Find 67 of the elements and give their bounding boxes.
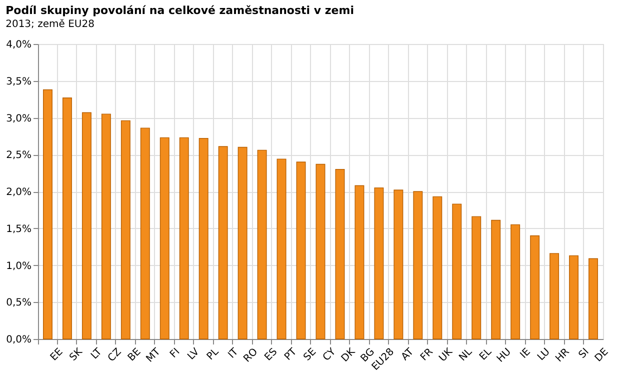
- bar: [491, 220, 501, 340]
- bar: [238, 146, 248, 340]
- bar: [62, 97, 72, 340]
- bar: [198, 138, 208, 340]
- bar: [354, 185, 364, 340]
- x-tick-label: EL: [478, 346, 494, 363]
- y-tick-label: 0,5%: [6, 298, 32, 309]
- bar: [335, 169, 345, 340]
- x-tick-label: LU: [536, 346, 552, 364]
- x-tick-label: EE: [48, 346, 66, 364]
- x-tick-label: MT: [144, 346, 164, 365]
- bar: [472, 216, 482, 340]
- x-tick-label: NL: [457, 346, 475, 364]
- x-tick-label: DE: [593, 346, 611, 364]
- bar: [432, 196, 442, 340]
- chart-subtitle: 2013; země EU28: [6, 19, 94, 30]
- x-tick-label: HR: [554, 346, 572, 365]
- x-tick-label: BE: [126, 346, 144, 364]
- bar: [43, 89, 52, 340]
- x-tick-label: PT: [282, 346, 300, 363]
- x-tick-label: SI: [576, 346, 592, 361]
- chart-title: Podíl skupiny povolání na celkové zaměstnanosti v zemi: [6, 4, 354, 17]
- bar: [101, 114, 111, 340]
- bar: [510, 224, 520, 340]
- x-tick-label: UK: [437, 346, 456, 364]
- bar: [316, 164, 326, 340]
- y-tick-label: 3,5%: [6, 76, 32, 88]
- bar: [218, 146, 228, 340]
- bar: [588, 258, 598, 340]
- bar: [82, 112, 92, 340]
- bar: [179, 137, 189, 340]
- x-tick-label: IT: [226, 346, 242, 361]
- x-tick-label: FI: [168, 346, 182, 360]
- x-tick-label: RO: [242, 346, 260, 365]
- x-tick-label: IE: [518, 346, 533, 361]
- y-tick-label: 0,0%: [6, 334, 32, 346]
- x-tick-label: CZ: [106, 346, 124, 364]
- bar: [569, 255, 579, 340]
- x-tick-label: DK: [340, 346, 358, 364]
- y-tick-label: 4,0%: [6, 40, 32, 50]
- y-tick-label: 1,0%: [6, 260, 32, 272]
- bar: [530, 235, 540, 340]
- x-tick-label: PL: [205, 346, 222, 362]
- y-tick-label: 3,0%: [6, 113, 32, 124]
- bar: [413, 191, 423, 340]
- x-tick-label: LT: [89, 346, 105, 362]
- x-tick-label: CY: [321, 346, 339, 364]
- x-tick-label: ES: [262, 346, 280, 364]
- x-tick-label: FR: [418, 346, 436, 364]
- bar: [452, 204, 462, 340]
- x-tick-label: SE: [302, 346, 319, 364]
- bar: [296, 162, 306, 340]
- bar: [550, 253, 560, 340]
- bar: [394, 190, 404, 340]
- x-tick-label: HU: [495, 346, 514, 365]
- bar: [257, 150, 267, 340]
- y-tick-label: 2,0%: [6, 187, 32, 198]
- bar: [276, 158, 286, 340]
- x-tick-label: AT: [400, 346, 417, 363]
- bar: [160, 137, 170, 340]
- bar: [140, 128, 150, 340]
- x-tick-label: LV: [186, 346, 202, 362]
- y-tick-label: 2,5%: [6, 150, 32, 162]
- x-tick-label: SK: [68, 346, 86, 364]
- bar: [374, 187, 384, 340]
- y-tick-label: 1,5%: [6, 224, 32, 235]
- bar: [120, 120, 130, 340]
